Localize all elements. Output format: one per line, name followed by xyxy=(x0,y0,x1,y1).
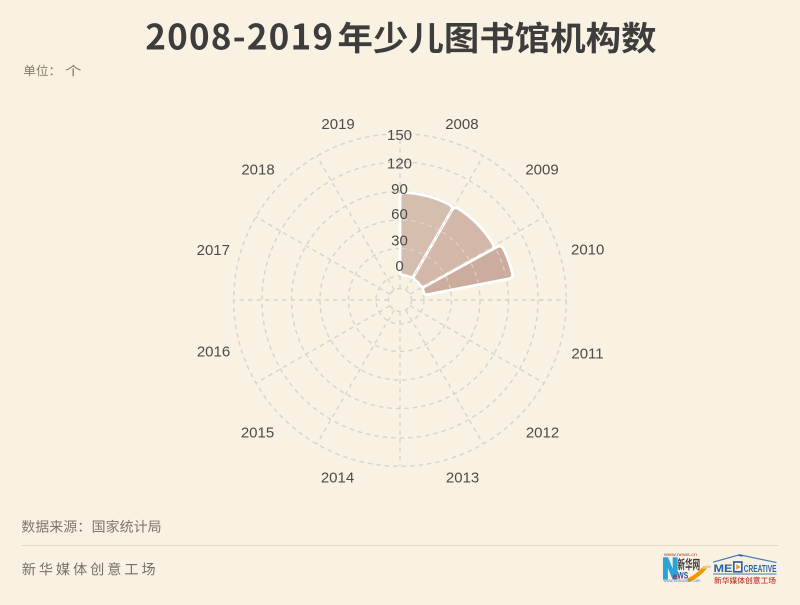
svg-text:2016: 2016 xyxy=(197,344,230,361)
svg-text:e: e xyxy=(673,571,678,581)
svg-text:150: 150 xyxy=(387,127,412,144)
svg-text:2012: 2012 xyxy=(526,425,559,442)
svg-text:0: 0 xyxy=(395,258,403,275)
svg-text:2017: 2017 xyxy=(197,242,230,259)
svg-text:www.news.cn: www.news.cn xyxy=(664,552,698,557)
svg-text:60: 60 xyxy=(391,206,408,223)
svg-text:30: 30 xyxy=(391,232,408,249)
svg-text:ME: ME xyxy=(714,563,733,575)
svg-text:2013: 2013 xyxy=(446,470,479,487)
svg-text:2008: 2008 xyxy=(445,116,478,133)
svg-text:2015: 2015 xyxy=(241,425,274,442)
svg-text:2011: 2011 xyxy=(571,346,603,363)
svg-text:120: 120 xyxy=(387,156,412,173)
svg-text:2009: 2009 xyxy=(525,162,558,179)
svg-text:2014: 2014 xyxy=(321,470,354,487)
svg-text:2010: 2010 xyxy=(571,242,604,259)
svg-text:www.xinhuanet.com: www.xinhuanet.com xyxy=(664,578,702,583)
svg-text:2019: 2019 xyxy=(321,116,354,133)
svg-text:WS: WS xyxy=(677,571,688,581)
svg-text:90: 90 xyxy=(391,181,408,198)
svg-text:2018: 2018 xyxy=(241,162,274,179)
svg-text:CREATIVE: CREATIVE xyxy=(744,564,777,575)
